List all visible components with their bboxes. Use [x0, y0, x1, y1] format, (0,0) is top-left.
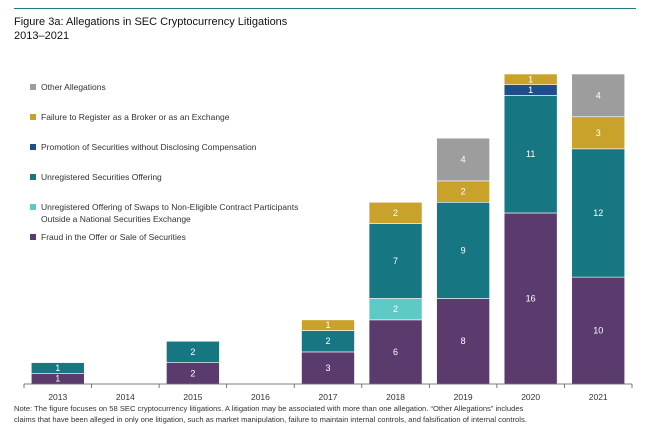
bar-segment-2018-s2 [368, 223, 423, 299]
bar-segment-2020-s4 [503, 73, 558, 85]
x-tick-label-2019: 2019 [454, 392, 473, 400]
data-label-2018-s0: 6 [393, 347, 398, 357]
bar-segment-2021-s5 [571, 73, 626, 118]
bar-segment-2019-s0 [436, 298, 490, 385]
legend-marker-3 [30, 174, 36, 180]
bar-segment-2018-s4 [368, 201, 423, 224]
data-label-2020-s2: 11 [526, 149, 535, 159]
figure-title: Figure 3a: Allegations in SEC Cryptocurr… [14, 15, 287, 43]
data-label-2021-s4: 3 [596, 128, 601, 138]
x-tick-label-2016: 2016 [251, 392, 270, 400]
data-label-2020-s3: 1 [528, 85, 533, 95]
x-tick-label-2017: 2017 [319, 392, 338, 400]
footnote-line-2: claims that have been alleged in only on… [14, 414, 527, 424]
data-label-2021-s2: 12 [593, 208, 603, 218]
bar-segment-2021-s4 [571, 116, 626, 150]
data-label-2018-s2: 7 [393, 256, 398, 266]
x-tick-label-2020: 2020 [521, 392, 540, 400]
bar-segment-2020-s2 [503, 95, 558, 214]
data-label-2015-s2: 2 [190, 347, 195, 357]
data-label-2019-s2: 9 [461, 245, 466, 255]
legend-marker-5 [30, 234, 36, 240]
data-label-2015-s0: 2 [190, 368, 195, 378]
legend-marker-1 [30, 114, 36, 120]
figure-title-line: Figure 3a: Allegations in SEC Cryptocurr… [14, 16, 288, 28]
legend-label-2-line-0: Promotion of Securities without Disclosi… [41, 142, 257, 152]
data-label-2018-s4: 2 [393, 208, 398, 218]
legend-label-1-line-0: Failure to Register as a Broker or as an… [41, 112, 230, 122]
data-label-2013-s2: 1 [55, 363, 60, 373]
footnote-line-1: Note: The figure focuses on 58 SEC crypt… [14, 404, 524, 413]
bar-segment-2020-s0 [503, 212, 558, 385]
bar-segment-2021-s0 [571, 276, 626, 385]
data-label-2017-s2: 2 [325, 336, 330, 346]
x-tick-label-2014: 2014 [116, 392, 135, 400]
data-label-2013-s0: 1 [55, 374, 60, 384]
legend-label-4-line-1: Outside a National Securities Exchange [41, 214, 191, 224]
x-tick-label-2013: 2013 [48, 392, 67, 400]
legend-label-4-line-0: Unregistered Offering of Swaps to Non-El… [41, 202, 298, 212]
data-label-2019-s5: 4 [461, 155, 466, 165]
x-tick-label-2015: 2015 [183, 392, 202, 400]
bar-segment-2015-s2 [166, 340, 220, 363]
x-tick-label-2018: 2018 [386, 392, 405, 400]
data-label-2021-s5: 4 [596, 90, 601, 100]
data-label-2020-s0: 16 [526, 293, 536, 303]
data-label-2017-s0: 3 [325, 363, 330, 373]
bar-segment-2013-s2 [30, 362, 85, 374]
legend-label-5-line-0: Fraud in the Offer or Sale of Securities [41, 232, 186, 242]
figure-subtitle: 2013–2021 [14, 30, 70, 42]
data-label-2019-s4: 2 [461, 187, 466, 197]
bar-segment-2017-s4 [301, 319, 355, 331]
legend-label-3-line-0: Unregistered Securities Offering [41, 172, 162, 182]
bar-segment-2019-s5 [436, 137, 490, 182]
legend-marker-2 [30, 144, 36, 150]
bar-segment-2017-s0 [301, 351, 355, 385]
data-label-2021-s0: 10 [593, 326, 603, 336]
data-label-2020-s4: 1 [528, 74, 533, 84]
data-label-2019-s0: 8 [461, 336, 466, 346]
data-label-2018-s1: 2 [393, 304, 398, 314]
footnote: Note: The figure focuses on 58 SEC crypt… [14, 404, 639, 425]
x-tick-label-2021: 2021 [589, 392, 608, 400]
legend-marker-4 [30, 204, 36, 210]
bar-segment-2021-s2 [571, 148, 626, 278]
data-label-2017-s4: 1 [325, 320, 330, 330]
top-rule [14, 8, 636, 9]
legend-marker-0 [30, 84, 36, 90]
legend-label-0-line-0: Other Allegations [41, 82, 106, 92]
